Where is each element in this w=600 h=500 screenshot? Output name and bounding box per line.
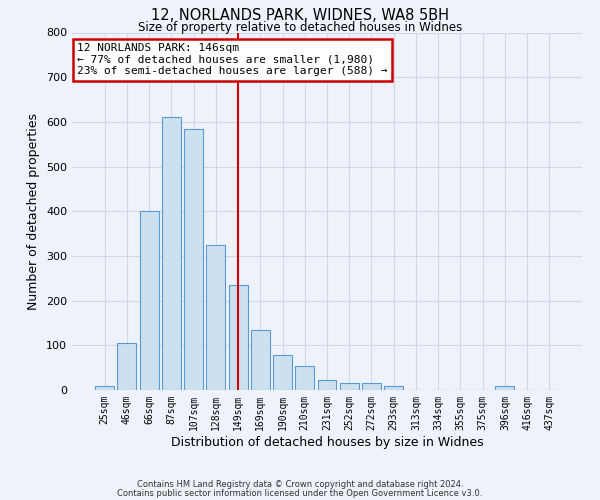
Text: 12, NORLANDS PARK, WIDNES, WA8 5BH: 12, NORLANDS PARK, WIDNES, WA8 5BH bbox=[151, 8, 449, 22]
Text: Contains public sector information licensed under the Open Government Licence v3: Contains public sector information licen… bbox=[118, 488, 482, 498]
Bar bbox=[95, 386, 114, 390]
Bar bbox=[295, 366, 314, 390]
Y-axis label: Number of detached properties: Number of detached properties bbox=[28, 113, 40, 310]
Text: Contains HM Land Registry data © Crown copyright and database right 2024.: Contains HM Land Registry data © Crown c… bbox=[137, 480, 463, 489]
Bar bbox=[273, 355, 292, 390]
Bar bbox=[384, 386, 403, 390]
Bar bbox=[340, 384, 359, 390]
Text: Size of property relative to detached houses in Widnes: Size of property relative to detached ho… bbox=[138, 21, 462, 34]
X-axis label: Distribution of detached houses by size in Widnes: Distribution of detached houses by size … bbox=[170, 436, 484, 448]
Bar bbox=[317, 380, 337, 390]
Bar bbox=[118, 343, 136, 390]
Bar bbox=[362, 384, 381, 390]
Bar bbox=[206, 245, 225, 390]
Bar bbox=[184, 128, 203, 390]
Bar bbox=[229, 285, 248, 390]
Bar bbox=[162, 118, 181, 390]
Bar bbox=[251, 330, 270, 390]
Bar bbox=[496, 386, 514, 390]
Bar bbox=[140, 211, 158, 390]
Text: 12 NORLANDS PARK: 146sqm
← 77% of detached houses are smaller (1,980)
23% of sem: 12 NORLANDS PARK: 146sqm ← 77% of detach… bbox=[77, 43, 388, 76]
